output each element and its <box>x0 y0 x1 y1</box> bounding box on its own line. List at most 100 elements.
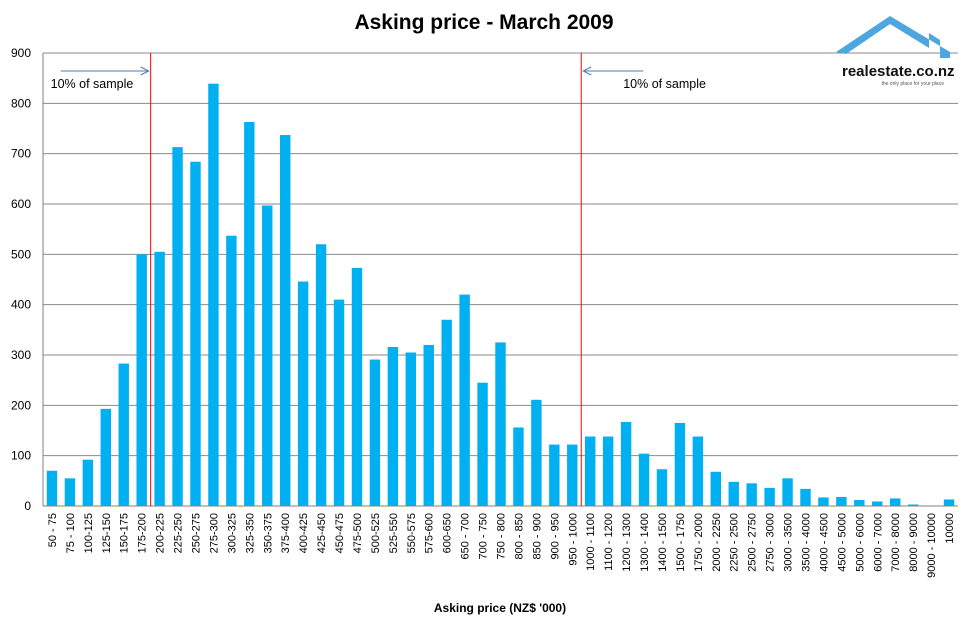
bar <box>746 483 757 506</box>
bar <box>190 161 201 506</box>
x-tick-label: 3000 - 3500 <box>783 513 795 572</box>
x-tick-label: 500-525 <box>370 513 382 553</box>
bar <box>172 147 183 506</box>
bar <box>710 471 721 506</box>
bar <box>854 499 865 506</box>
y-tick-label: 0 <box>24 499 31 513</box>
x-tick-label: 225-250 <box>173 513 185 553</box>
x-tick-label: 350-375 <box>262 513 274 553</box>
bar <box>531 399 542 506</box>
chart-title: Asking price - March 2009 <box>354 11 613 34</box>
bar <box>602 436 614 506</box>
x-tick-label: 2250 - 2500 <box>729 513 741 572</box>
reference-lines <box>150 53 582 506</box>
x-tick-label: 375-400 <box>280 513 292 553</box>
bar <box>351 267 363 506</box>
bar <box>333 299 345 506</box>
bar <box>728 481 739 506</box>
bar <box>46 470 58 506</box>
x-tick-label: 125-150 <box>101 513 113 553</box>
x-tick-label: 8000 - 9000 <box>908 513 920 572</box>
x-tick-label: 425-450 <box>316 513 328 553</box>
x-tick-label: 4000 - 4500 <box>818 513 830 572</box>
y-axis: 0 100 200 300 400 500 600 700 800 900 <box>11 46 44 513</box>
bar <box>495 342 506 506</box>
bar <box>764 487 775 506</box>
bar <box>244 121 255 506</box>
x-tick-label: 175-200 <box>137 513 149 553</box>
x-tick-label: 1200 - 1300 <box>621 513 633 572</box>
x-tick-label: 250-275 <box>191 513 203 553</box>
bar <box>100 408 111 506</box>
x-tick-label: 2500 - 2750 <box>747 513 759 572</box>
bar <box>387 346 399 506</box>
bar <box>459 294 470 506</box>
x-tick-label: 900 - 950 <box>549 513 561 559</box>
y-tick-label: 300 <box>11 348 31 362</box>
bar <box>836 496 847 506</box>
bar <box>620 421 632 506</box>
bar <box>280 135 291 506</box>
bar <box>782 478 793 506</box>
y-tick-label: 500 <box>11 247 31 261</box>
annotation-label: 10% of sample <box>623 77 706 91</box>
bar <box>423 344 434 506</box>
x-tick-label: 550-575 <box>406 513 418 553</box>
x-tick-label: 950 - 1000 <box>567 513 579 566</box>
x-tick-label: 300-325 <box>226 513 238 553</box>
bar <box>64 478 76 506</box>
x-tick-label: 2000 - 2250 <box>711 513 723 572</box>
x-tick-label: 9000 - 10000 <box>926 513 938 578</box>
bar <box>405 352 416 506</box>
y-tick-label: 200 <box>11 398 31 412</box>
annotation-arrowhead <box>582 66 592 76</box>
x-tick-label: 2750 - 3000 <box>765 513 777 572</box>
bars <box>46 83 955 506</box>
x-tick-label: 600-650 <box>442 513 454 553</box>
x-tick-label: 75 - 100 <box>65 513 77 553</box>
x-tick-label: 525-550 <box>388 513 400 553</box>
x-tick-label: 800 - 850 <box>513 513 525 559</box>
bar <box>656 469 668 506</box>
bar <box>890 498 901 506</box>
bar <box>907 504 919 506</box>
x-tick-label: 4500 - 5000 <box>836 513 848 572</box>
annotations: 10% of sample 10% of sample <box>51 66 706 91</box>
bar <box>674 422 686 506</box>
annotation-label: 10% of sample <box>51 77 134 91</box>
bar <box>369 359 381 506</box>
bar <box>872 501 883 506</box>
bar <box>208 83 219 506</box>
x-tick-label: 475-500 <box>352 513 364 553</box>
y-tick-label: 800 <box>11 96 31 110</box>
bar <box>585 436 596 506</box>
bar <box>943 499 955 506</box>
logo-tagline: the only place for your place <box>881 81 944 87</box>
x-tick-label: 1000 - 1100 <box>585 513 597 571</box>
realestate-logo: realestate.co.nz the only place for your… <box>836 16 955 87</box>
x-tick-label: 100-125 <box>83 513 95 553</box>
bar <box>513 427 524 506</box>
bar <box>297 281 309 506</box>
bar <box>226 235 237 506</box>
x-tick-label: 1100 - 1200 <box>603 513 615 571</box>
bar <box>136 254 147 506</box>
bar <box>82 459 94 506</box>
x-tick-label: 850 - 900 <box>531 513 543 559</box>
x-tick-label: 1750 - 2000 <box>693 513 705 572</box>
bar <box>692 436 704 506</box>
x-tick-label: 10000 <box>944 513 956 544</box>
x-tick-label: 3500 - 4000 <box>801 513 813 572</box>
bar <box>638 453 650 506</box>
x-tick-label: 750 - 800 <box>496 513 508 559</box>
bar <box>800 488 811 506</box>
y-tick-label: 600 <box>11 197 31 211</box>
annotation-arrowhead <box>140 66 150 76</box>
y-tick-label: 400 <box>11 298 31 312</box>
x-tick-label: 5000 - 6000 <box>854 513 866 572</box>
bar <box>477 382 488 506</box>
x-tick-label: 275-300 <box>208 513 220 553</box>
y-tick-label: 700 <box>11 147 31 161</box>
x-tick-label: 1300 - 1400 <box>639 513 651 572</box>
